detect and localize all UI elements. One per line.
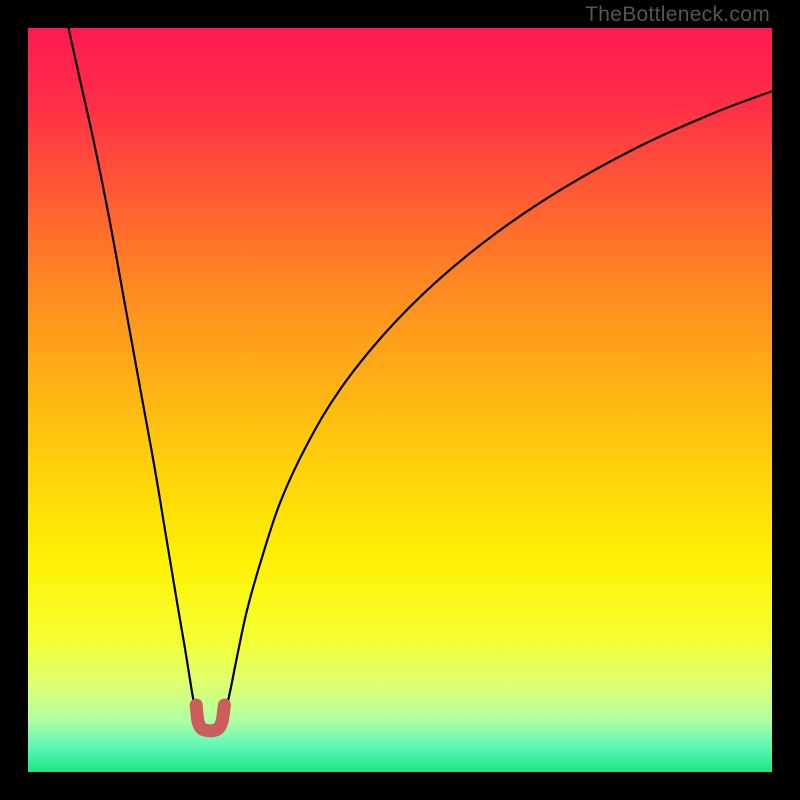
- bottleneck-curve-left: [65, 28, 196, 716]
- watermark-text: TheBottleneck.com: [585, 3, 770, 27]
- chart-outer-frame: TheBottleneck.com: [0, 0, 800, 800]
- minimum-highlight-u: [196, 705, 224, 731]
- chart-plot-area: [28, 28, 772, 772]
- chart-curves-layer: [28, 28, 772, 772]
- bottleneck-curve-right: [224, 91, 772, 716]
